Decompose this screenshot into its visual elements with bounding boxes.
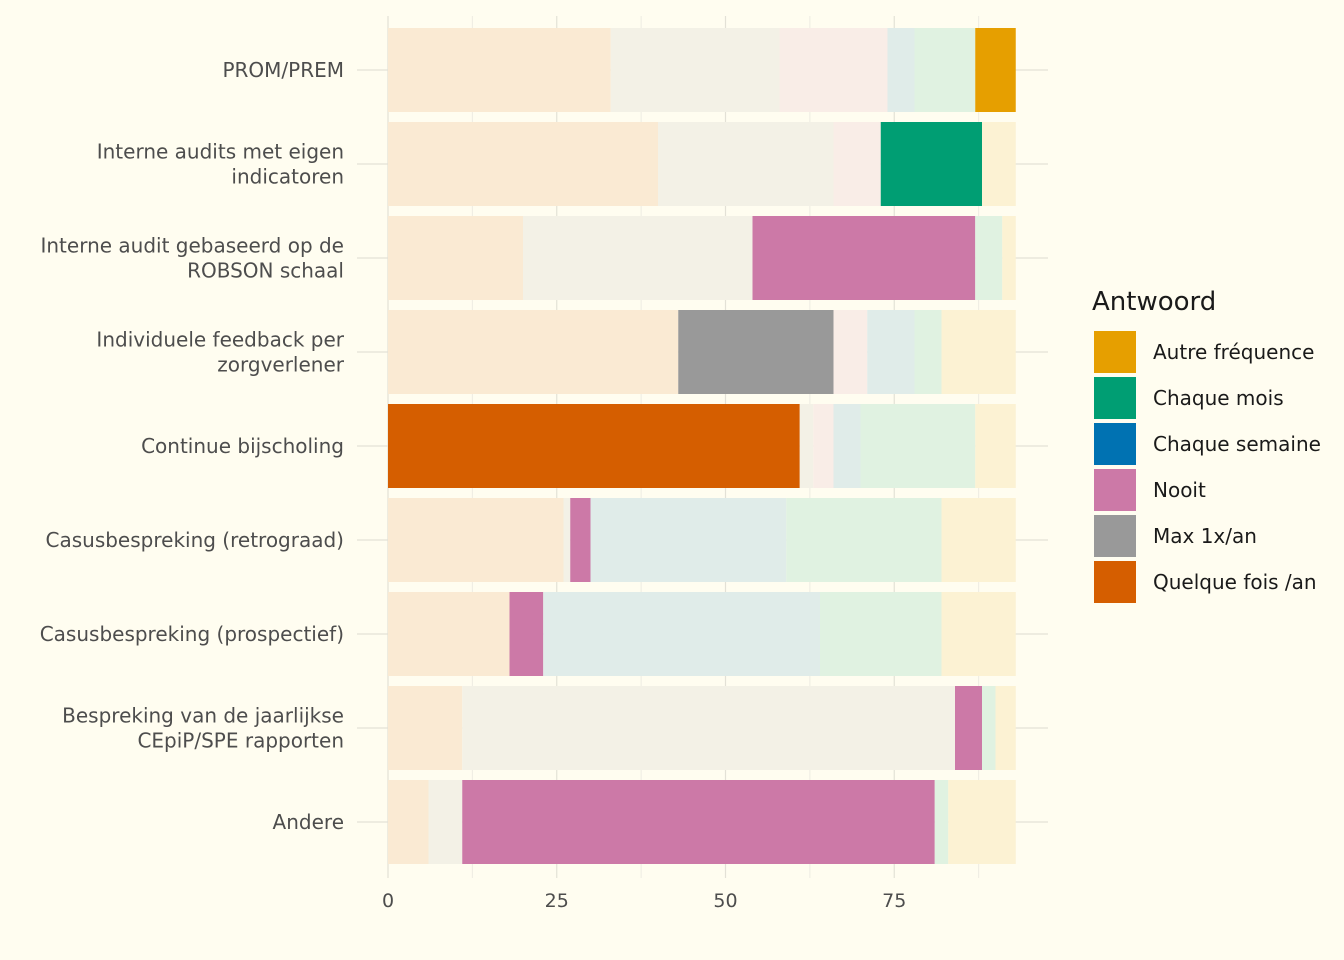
bar-casusbespreking-retrograad-quelque-fois-an <box>388 498 564 582</box>
bar-casusbespreking-retrograad-autre-fr-quence <box>941 498 1016 582</box>
bar-casusbespreking-retrograad-nooit <box>570 498 591 582</box>
bar-andere-max-1x-an <box>428 780 463 864</box>
bar-bespreking-van-de-jaarlijkse-cepip-spe-rapporten-max-1x-an <box>462 686 955 770</box>
bar-interne-audit-gebaseerd-op-de-robson-schaal-quelque-fois-an <box>388 216 523 300</box>
bar-casusbespreking-retrograad-chaque-semaine <box>590 498 787 582</box>
bar-andere-nooit <box>462 780 935 864</box>
bar-casusbespreking-prospectief-quelque-fois-an <box>388 592 510 676</box>
legend-label-quelque-fois-an: Quelque fois /an <box>1153 570 1317 594</box>
bar-continue-bijscholing-nooit <box>813 404 834 488</box>
bar-individuele-feedback-per-zorgverlener-chaque-mois <box>914 310 942 394</box>
bar-interne-audit-gebaseerd-op-de-robson-schaal-autre-fr-quence <box>1002 216 1016 300</box>
bar-bespreking-van-de-jaarlijkse-cepip-spe-rapporten-quelque-fois-an <box>388 686 463 770</box>
legend: Antwoord Autre fréquence Chaque mois Chaque… <box>1092 287 1321 605</box>
bar-interne-audits-met-eigen-indicatoren-autre-fr-quence <box>982 122 1016 206</box>
bar-casusbespreking-prospectief-autre-fr-quence <box>941 592 1016 676</box>
legend-key-nooit <box>1092 467 1138 513</box>
legend-label-chaque-mois: Chaque mois <box>1153 386 1284 410</box>
bar-bespreking-van-de-jaarlijkse-cepip-spe-rapporten-autre-fr-quence <box>995 686 1016 770</box>
legend-label-chaque-semaine: Chaque semaine <box>1153 432 1321 456</box>
bar-casusbespreking-prospectief-chaque-mois <box>820 592 942 676</box>
bar-prom-prem-max-1x-an <box>610 28 780 112</box>
legend-label-autre-fr-quence: Autre fréquence <box>1153 340 1314 364</box>
category-label: Continue bijscholing <box>141 434 344 458</box>
bar-prom-prem-chaque-semaine <box>887 28 915 112</box>
bar-interne-audits-met-eigen-indicatoren-chaque-mois <box>880 122 982 206</box>
bar-casusbespreking-retrograad-chaque-mois <box>786 498 942 582</box>
bar-prom-prem-autre-fr-quence <box>975 28 1016 112</box>
bar-bespreking-van-de-jaarlijkse-cepip-spe-rapporten-chaque-mois <box>982 686 996 770</box>
category-label: Interne audit gebaseerd op de ROBSON scha… <box>40 234 344 283</box>
bar-individuele-feedback-per-zorgverlener-nooit <box>833 310 868 394</box>
category-labels: PROM/PREM Interne audits met eigen indicat… <box>40 58 345 834</box>
bar-continue-bijscholing-chaque-semaine <box>833 404 861 488</box>
bars-layer <box>388 28 1016 864</box>
bar-interne-audits-met-eigen-indicatoren-nooit <box>833 122 881 206</box>
x-axis-ticks: 0 25 50 75 <box>382 890 906 912</box>
legend-title: Antwoord <box>1092 287 1216 317</box>
x-tick-label: 0 <box>382 890 394 912</box>
bar-bespreking-van-de-jaarlijkse-cepip-spe-rapporten-nooit <box>955 686 982 770</box>
bar-casusbespreking-prospectief-nooit <box>509 592 544 676</box>
bar-prom-prem-quelque-fois-an <box>388 28 611 112</box>
bar-continue-bijscholing-chaque-mois <box>860 404 976 488</box>
bar-andere-chaque-mois <box>934 780 949 864</box>
legend-key-quelque-fois-an <box>1092 559 1138 605</box>
bar-continue-bijscholing-quelque-fois-an <box>388 404 800 488</box>
bar-individuele-feedback-per-zorgverlener-chaque-semaine <box>867 310 915 394</box>
legend-key-chaque-semaine <box>1092 421 1138 467</box>
legend-key-autre-fr-quence <box>1092 329 1138 375</box>
bar-individuele-feedback-per-zorgverlener-quelque-fois-an <box>388 310 679 394</box>
bar-interne-audits-met-eigen-indicatoren-quelque-fois-an <box>388 122 658 206</box>
category-label: Bespreking van de jaarlijkse CEpiP/SPE ra… <box>62 704 344 753</box>
category-label: Andere <box>273 810 344 834</box>
legend-key-max-1x-an <box>1092 513 1138 559</box>
bar-continue-bijscholing-autre-fr-quence <box>975 404 1016 488</box>
bar-interne-audit-gebaseerd-op-de-robson-schaal-nooit <box>752 216 976 300</box>
legend-label-nooit: Nooit <box>1153 478 1206 502</box>
category-label: Interne audits met eigen indicatoren <box>97 140 344 189</box>
bar-casusbespreking-retrograad-max-1x-an <box>563 498 571 582</box>
bar-interne-audit-gebaseerd-op-de-robson-schaal-chaque-mois <box>975 216 1003 300</box>
bar-individuele-feedback-per-zorgverlener-max-1x-an <box>678 310 834 394</box>
bar-interne-audit-gebaseerd-op-de-robson-schaal-max-1x-an <box>523 216 753 300</box>
category-label: PROM/PREM <box>222 58 344 82</box>
category-label: Casusbespreking (prospectief) <box>40 622 344 646</box>
x-tick-label: 75 <box>882 890 906 912</box>
category-label: Individuele feedback per zorgverlener <box>96 328 344 377</box>
x-tick-label: 50 <box>713 890 737 912</box>
bar-andere-quelque-fois-an <box>388 780 429 864</box>
bar-casusbespreking-prospectief-chaque-semaine <box>543 592 820 676</box>
bar-interne-audits-met-eigen-indicatoren-max-1x-an <box>658 122 834 206</box>
bar-prom-prem-chaque-mois <box>914 28 976 112</box>
bar-continue-bijscholing-max-1x-an <box>799 404 814 488</box>
legend-label-max-1x-an: Max 1x/an <box>1153 524 1257 548</box>
bar-prom-prem-nooit <box>779 28 888 112</box>
category-label: Casusbespreking (retrograad) <box>46 528 345 552</box>
bar-individuele-feedback-per-zorgverlener-autre-fr-quence <box>941 310 1016 394</box>
bar-andere-autre-fr-quence <box>948 780 1016 864</box>
x-tick-label: 25 <box>545 890 569 912</box>
legend-key-chaque-mois <box>1092 375 1138 421</box>
